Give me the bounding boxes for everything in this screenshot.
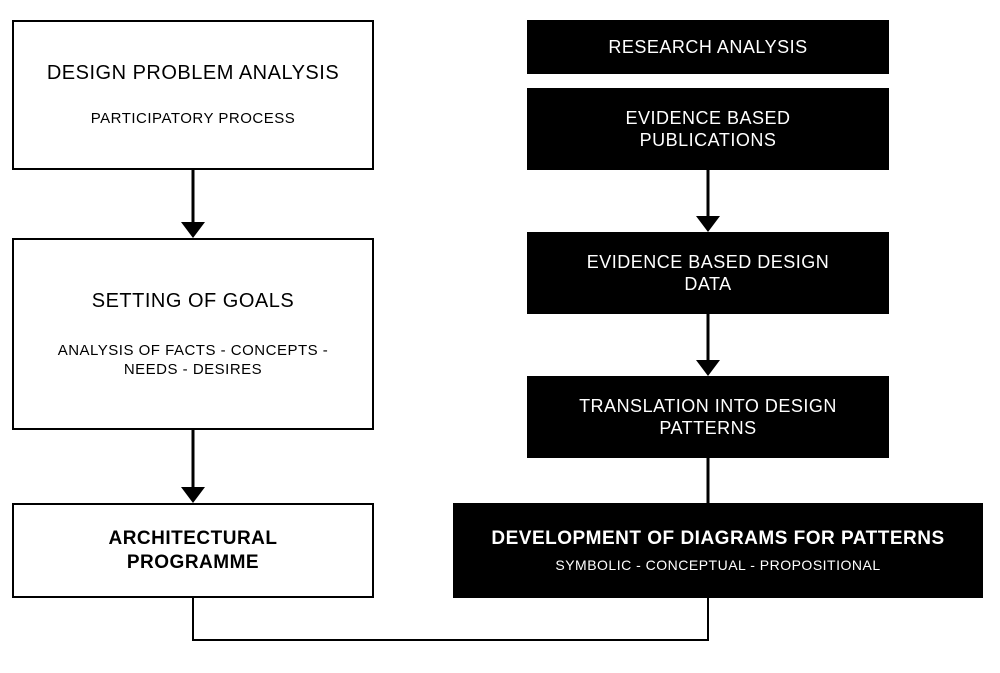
node-title: EVIDENCE BASED DESIGN DATA — [567, 251, 849, 296]
node-subtitle: ANALYSIS OF FACTS - CONCEPTS - NEEDS - D… — [42, 342, 344, 380]
node-title: ARCHITECTURAL PROGRAMME — [54, 527, 332, 575]
node-title: DESIGN PROBLEM ANALYSIS — [47, 61, 339, 86]
bottom-connector — [193, 598, 708, 640]
node-subtitle: SYMBOLIC - CONCEPTUAL - PROPOSITIONAL — [555, 557, 880, 575]
arrow-right3-to-right4 — [696, 314, 720, 376]
node-evidence-based-publications: EVIDENCE BASED PUBLICATIONS — [527, 88, 889, 170]
node-development-of-diagrams: DEVELOPMENT OF DIAGRAMS FOR PATTERNS SYM… — [453, 503, 983, 598]
node-title: TRANSLATION INTO DESIGN PATTERNS — [557, 395, 859, 440]
node-setting-of-goals: SETTING OF GOALS ANALYSIS OF FACTS - CON… — [12, 238, 374, 430]
flowchart-canvas: DESIGN PROBLEM ANALYSIS PARTICIPATORY PR… — [0, 0, 1000, 673]
node-research-analysis: RESEARCH ANALYSIS — [527, 20, 889, 74]
node-architectural-programme: ARCHITECTURAL PROGRAMME — [12, 503, 374, 598]
node-subtitle: PARTICIPATORY PROCESS — [91, 110, 295, 129]
arrow-left1-to-left2 — [181, 170, 205, 238]
node-title: EVIDENCE BASED PUBLICATIONS — [567, 107, 849, 152]
arrow-left2-to-left3 — [181, 430, 205, 503]
node-design-problem-analysis: DESIGN PROBLEM ANALYSIS PARTICIPATORY PR… — [12, 20, 374, 170]
arrow-right2-to-right3 — [696, 170, 720, 232]
node-translation-into-design-patterns: TRANSLATION INTO DESIGN PATTERNS — [527, 376, 889, 458]
node-title: DEVELOPMENT OF DIAGRAMS FOR PATTERNS — [491, 527, 944, 551]
node-title: RESEARCH ANALYSIS — [608, 36, 807, 59]
node-evidence-based-design-data: EVIDENCE BASED DESIGN DATA — [527, 232, 889, 314]
node-title: SETTING OF GOALS — [92, 289, 294, 314]
